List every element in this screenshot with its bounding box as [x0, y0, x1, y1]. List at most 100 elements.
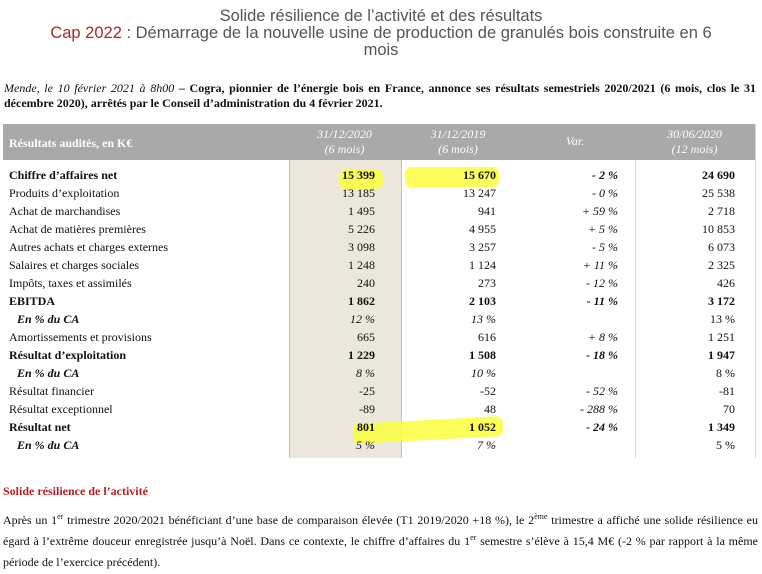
value-2019: 13 % [471, 312, 496, 326]
value-annual: 25 538 [702, 186, 735, 200]
value-variation: - 24 % [586, 420, 618, 434]
value-annual: 5 % [716, 438, 735, 452]
paragraph-text: trimestre 2020/2021 bénéficiant d’une ba… [63, 513, 535, 527]
column-period: (6 mois) [324, 142, 365, 156]
column-date: 31/12/2019 [430, 127, 486, 141]
paragraph-text: semestre s’élève à 15,4 M€ (-2 % par rap… [3, 534, 758, 569]
value-variation: - 288 % [580, 402, 618, 416]
value-2019: 941 [478, 204, 496, 218]
value-2020: 1 248 [348, 258, 375, 272]
section-paragraph: Après un 1er trimestre 2020/2021 bénéfic… [3, 510, 758, 573]
value-2019: 1 508 [469, 348, 496, 362]
row-label: Résultat exceptionnel [9, 402, 113, 416]
value-variation: - 18 % [586, 348, 618, 362]
table-row: Autres achats et charges externes 3 098 3 … [3, 238, 755, 256]
paragraph-text: Après un 1 [3, 513, 58, 527]
value-annual: 1 947 [708, 348, 735, 362]
value-annual: 426 [717, 276, 735, 290]
value-2019: 3 257 [469, 240, 496, 254]
table-row: Chiffre d’affaires net 15 399 15 670 - 2 % 2… [3, 166, 755, 184]
column-frame-annual [635, 124, 756, 458]
row-label: Autres achats et charges externes [9, 240, 169, 254]
value-2020: 12 % [350, 312, 375, 326]
value-annual: 70 [723, 402, 735, 416]
superscript: er [57, 512, 64, 521]
value-annual: 3 172 [708, 294, 735, 308]
table-row: Salaires et charges sociales 1 248 1 124 + … [3, 256, 755, 274]
headline-subtitle: Cap 2022 : Démarrage de la nouvelle usin… [0, 25, 762, 42]
intro-date: Mende, le 10 février 2021 à 8h00 [4, 81, 175, 95]
row-label: Amortissements et provisions [9, 330, 152, 344]
intro-text: – Cogra, pionnier de l’énergie bois en F… [4, 81, 757, 110]
superscript: ème [534, 512, 548, 521]
value-annual: 1 349 [708, 420, 735, 434]
column-header: Var. [515, 134, 635, 149]
value-2020: 1 495 [348, 204, 375, 218]
results-table: Résultats audités, en K€ 31/12/2020 (6 mo… [3, 124, 756, 458]
table-row: Produits d’exploitation 13 185 13 247 - 0 %… [3, 184, 755, 202]
value-annual: 1 251 [708, 330, 735, 344]
headline-accent: Cap 2022 : [50, 24, 132, 42]
table-row: Achat de marchandises 1 495 941 + 59 % 2 718 [3, 202, 755, 220]
value-variation: + 59 % [581, 204, 618, 218]
value-variation: - 0 % [592, 186, 618, 200]
value-2019: 7 % [477, 438, 496, 452]
column-date: Var. [565, 134, 585, 148]
value-variation: + 11 % [582, 258, 618, 272]
value-annual: 10 853 [702, 222, 735, 236]
value-2019: 13 247 [463, 186, 496, 200]
row-label: Résultat financier [9, 384, 94, 398]
value-2020: 15 399 [342, 168, 375, 182]
value-2019: -52 [480, 384, 496, 398]
value-variation: - 52 % [586, 384, 618, 398]
row-label: Salaires et charges sociales [9, 258, 140, 272]
row-label: Achat de matières premières [9, 222, 146, 236]
table-row: Résultat net 801 1 052 - 24 % 1 349 [3, 418, 755, 436]
value-2020: 8 % [356, 366, 375, 380]
value-2019: 4 955 [469, 222, 496, 236]
table-row: En % du CA 12 % 13 % 13 % [3, 310, 755, 328]
headline-subtitle-end: mois [363, 41, 399, 59]
value-annual: -81 [719, 384, 735, 398]
column-header: 31/12/2020 (6 mois) [289, 127, 400, 157]
value-variation: + 5 % [587, 222, 618, 236]
highlight-mark [405, 167, 499, 187]
table-row: EBITDA 1 862 2 103 - 11 % 3 172 [3, 292, 755, 310]
value-annual: 24 690 [702, 168, 735, 182]
value-2019: 1 124 [469, 258, 496, 272]
value-2020: 240 [357, 276, 375, 290]
row-label: En % du CA [17, 438, 80, 452]
row-label: EBITDA [9, 294, 56, 308]
value-annual: 2 718 [708, 204, 735, 218]
row-label: Achat de marchandises [9, 204, 121, 218]
table-row: En % du CA 5 % 7 % 5 % [3, 436, 755, 454]
paragraph-text: trimestre a affiché une solide résilienc… [3, 513, 758, 548]
value-annual: 13 % [710, 312, 735, 326]
value-variation: - 5 % [592, 240, 618, 254]
value-2019: 2 103 [469, 294, 496, 308]
value-2020: 801 [357, 420, 375, 434]
table-header: Résultats audités, en K€ 31/12/2020 (6 mo… [3, 124, 755, 160]
highlight-mark [339, 170, 383, 189]
row-label: Résultat d’exploitation [9, 348, 126, 362]
row-label: Produits d’exploitation [9, 186, 120, 200]
value-2019: 10 % [471, 366, 496, 380]
column-date: 30/06/2020 [667, 127, 722, 141]
column-period: (12 mois) [671, 142, 718, 156]
column-date: 31/12/2020 [317, 127, 372, 141]
table-row: Achat de matières premières 5 226 4 955 + 5… [3, 220, 755, 238]
value-2019: 48 [484, 402, 496, 416]
column-period: (6 mois) [438, 142, 478, 156]
value-variation: - 2 % [592, 168, 618, 182]
value-annual: 6 073 [708, 240, 735, 254]
value-2020: 3 098 [348, 240, 375, 254]
value-2019: 616 [478, 330, 496, 344]
column-header: 30/06/2020 (12 mois) [635, 127, 754, 157]
value-variation: - 11 % [586, 294, 618, 308]
row-label: Impôts, taxes et assimilés [9, 276, 132, 290]
headline-subtitle-text: Démarrage de la nouvelle usine de produc… [131, 24, 712, 42]
row-label: En % du CA [17, 312, 80, 326]
value-2020: 13 185 [342, 186, 375, 200]
value-2019: 15 670 [463, 168, 496, 182]
value-2020: 5 % [356, 438, 375, 452]
